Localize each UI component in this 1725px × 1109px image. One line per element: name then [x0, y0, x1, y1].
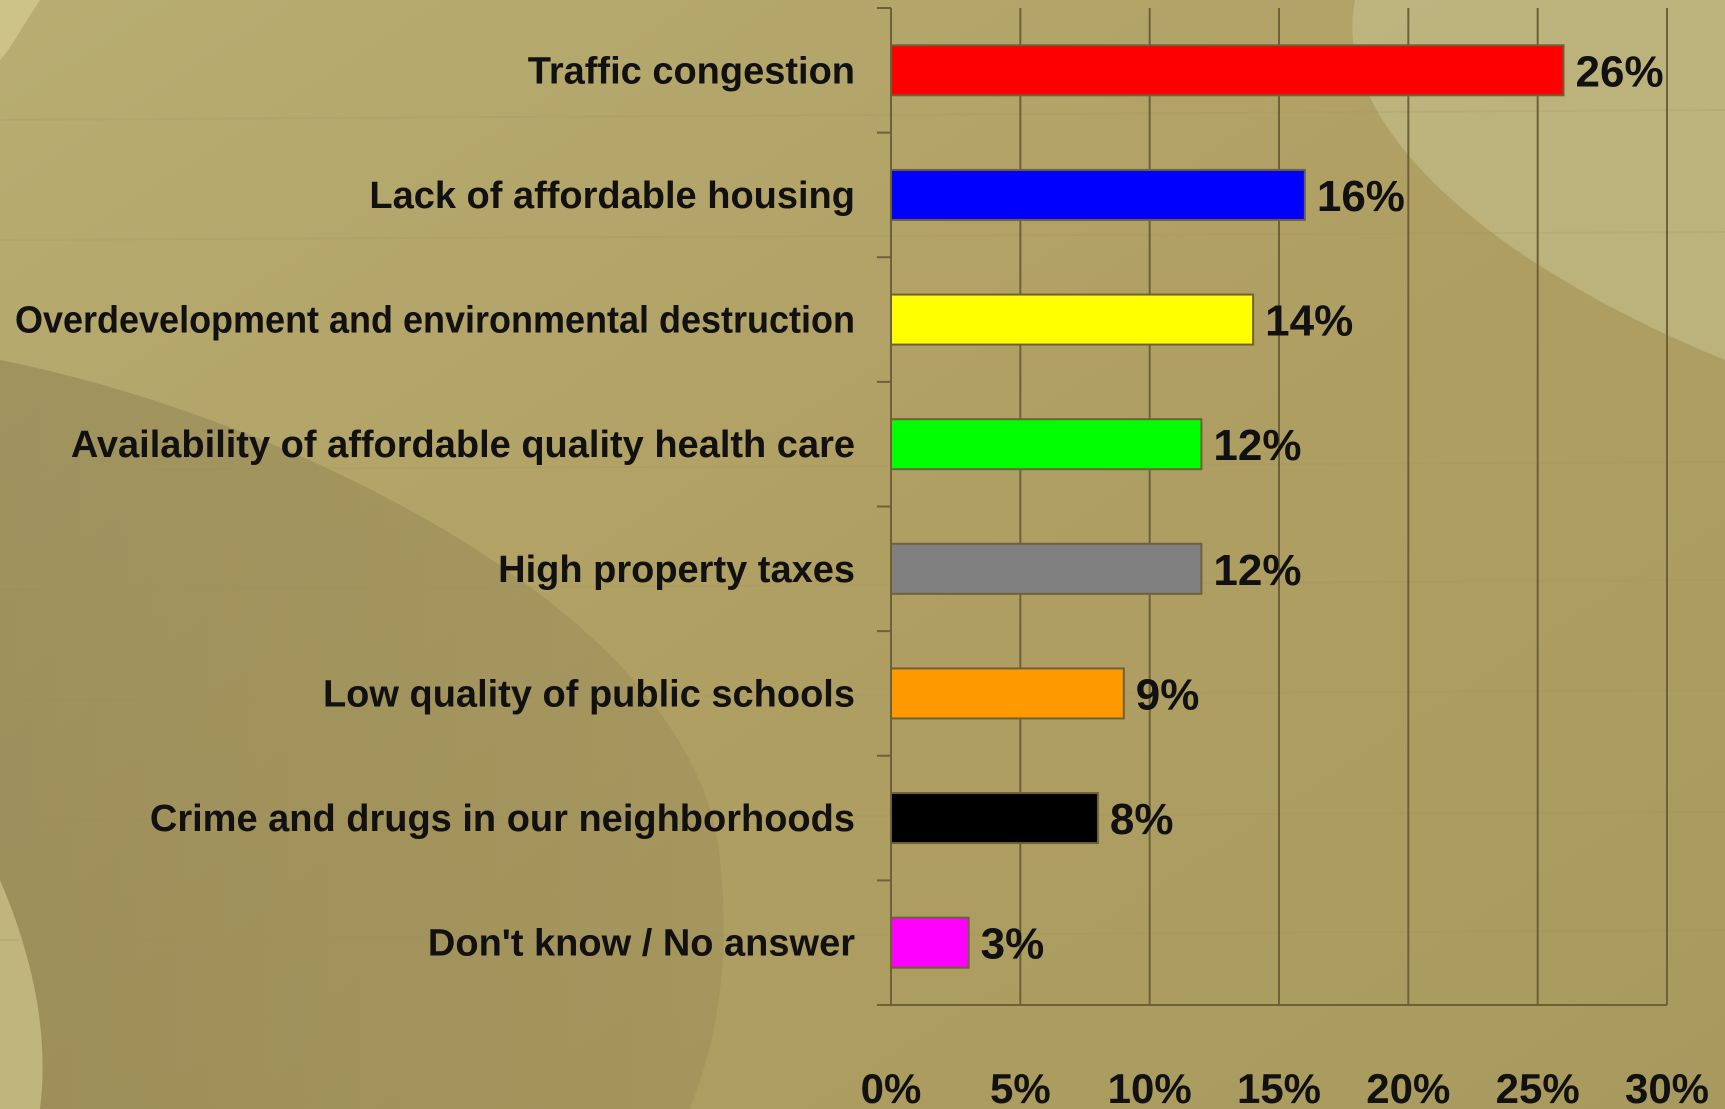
- category-label: Traffic congestion: [528, 50, 855, 92]
- x-tick-label: 30%: [1625, 1065, 1709, 1109]
- x-tick-label: 20%: [1366, 1065, 1450, 1109]
- category-label: Don't know / No answer: [428, 923, 855, 965]
- x-tick-label: 15%: [1237, 1065, 1321, 1109]
- bar: [890, 44, 1565, 97]
- data-label: 26%: [1576, 47, 1664, 96]
- bars: [890, 44, 1565, 969]
- category-label: Low quality of public schools: [323, 673, 855, 715]
- bar: [890, 168, 1306, 221]
- data-label: 8%: [1110, 795, 1174, 844]
- x-tick-label: 5%: [990, 1065, 1051, 1109]
- data-label: 9%: [1136, 670, 1200, 719]
- x-tick-label: 10%: [1108, 1065, 1192, 1109]
- category-axis: [877, 7, 1667, 1006]
- bar: [890, 792, 1099, 845]
- category-labels: Traffic congestion Lack of affordable hou…: [15, 50, 855, 964]
- category-label: Overdevelopment and environmental destru…: [15, 300, 855, 342]
- data-label: 3%: [981, 920, 1045, 969]
- data-label: 14%: [1265, 297, 1353, 346]
- bar: [890, 916, 970, 969]
- data-label: 12%: [1213, 546, 1301, 595]
- bar: [890, 542, 1203, 595]
- bar: [890, 293, 1255, 346]
- data-label: 16%: [1317, 172, 1405, 221]
- x-axis-tick-labels: 0% 5% 10% 15% 20% 25% 30%: [861, 1065, 1709, 1109]
- grid-lines: [890, 8, 1668, 1005]
- x-tick-label: 0%: [861, 1065, 922, 1109]
- dune-shadow: [0, 360, 724, 1109]
- data-label: 12%: [1213, 421, 1301, 470]
- category-label: Lack of affordable housing: [369, 175, 855, 217]
- x-tick-label: 25%: [1496, 1065, 1580, 1109]
- bar: [890, 418, 1203, 471]
- category-label: High property taxes: [498, 549, 855, 591]
- value-labels: 26% 16% 14% 12% 12% 9% 8% 3%: [981, 47, 1664, 968]
- bar: [890, 667, 1125, 720]
- category-label: Crime and drugs in our neighborhoods: [150, 798, 855, 840]
- category-label: Availability of affordable quality healt…: [71, 424, 855, 466]
